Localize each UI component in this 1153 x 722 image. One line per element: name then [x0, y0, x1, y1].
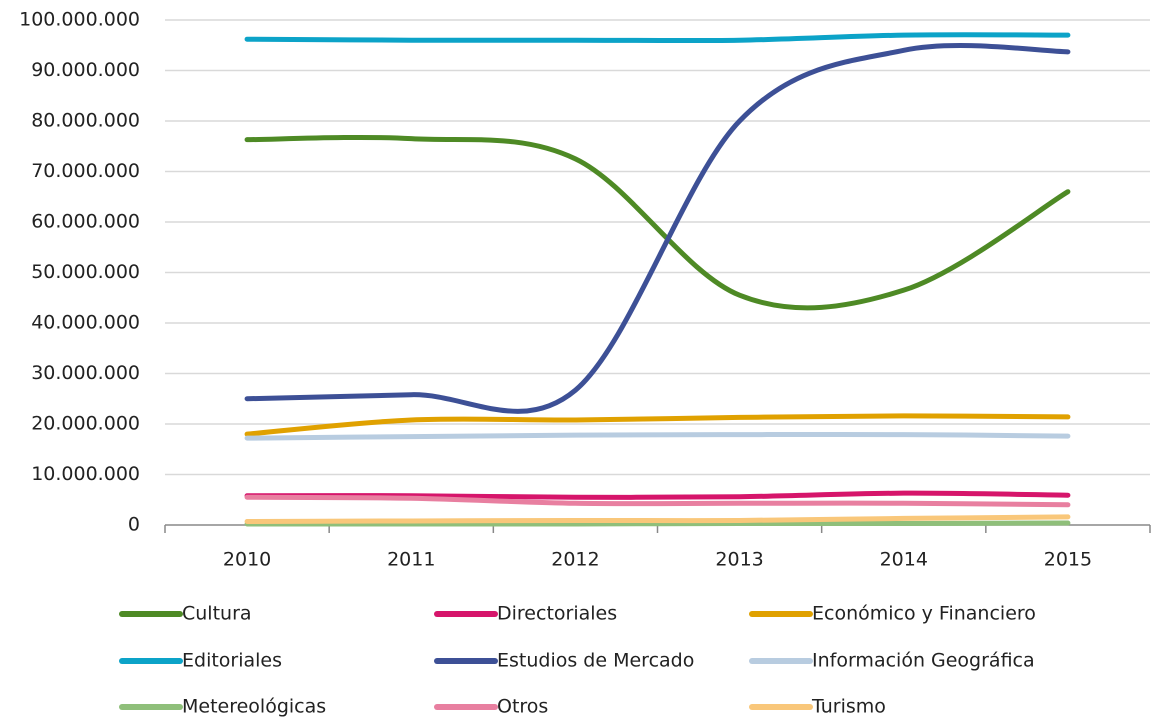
series-line	[244, 42, 1071, 414]
series-line	[244, 32, 1071, 44]
legend-label: Editoriales	[182, 650, 282, 672]
x-tick-label: 2011	[387, 549, 435, 571]
y-tick-label: 80.000.000	[31, 110, 140, 132]
legend-label: Estudios de Mercado	[497, 650, 694, 672]
y-tick-label: 60.000.000	[31, 211, 140, 233]
series-line	[244, 413, 1071, 437]
legend-label: Metereológicas	[182, 696, 326, 718]
x-tick-label: 2012	[551, 549, 599, 571]
y-tick-label: 0	[128, 514, 140, 536]
x-tick-label: 2014	[880, 549, 928, 571]
series-line	[244, 520, 1071, 527]
y-tick-label: 90.000.000	[31, 59, 140, 81]
y-tick-label: 50.000.000	[31, 261, 140, 283]
legend-label: Otros	[497, 696, 548, 718]
series-line	[244, 494, 1071, 508]
series-line	[244, 431, 1071, 441]
x-tick-label: 2013	[715, 549, 763, 571]
legend-label: Turismo	[811, 696, 886, 718]
y-tick-label: 10.000.000	[31, 463, 140, 485]
x-tick-label: 2010	[223, 549, 271, 571]
legend-label: Directoriales	[497, 603, 617, 625]
y-tick-label: 30.000.000	[31, 362, 140, 384]
y-tick-label: 20.000.000	[31, 413, 140, 435]
y-tick-label: 70.000.000	[31, 160, 140, 182]
y-tick-label: 40.000.000	[31, 312, 140, 334]
series-line	[244, 134, 1071, 311]
x-tick-label: 2015	[1044, 549, 1092, 571]
legend-label: Económico y Financiero	[812, 603, 1036, 625]
legend-label: Cultura	[182, 603, 252, 625]
legend-label: Información Geográfica	[812, 650, 1035, 672]
series-line	[244, 514, 1071, 524]
y-tick-label: 100.000.000	[19, 9, 140, 31]
